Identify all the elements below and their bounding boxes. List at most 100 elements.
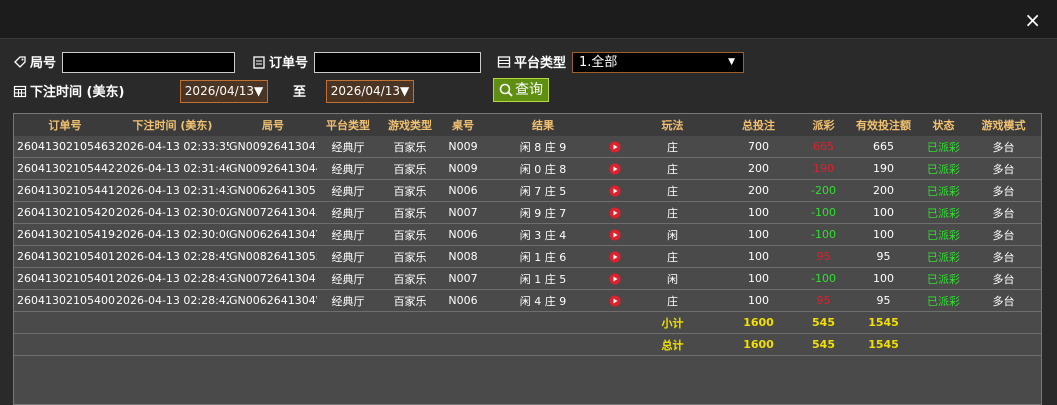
table-cell: 200 [716,157,801,180]
column-header: 桌号 [441,114,485,136]
video-cell [601,267,629,290]
table-cell: 多台 [966,289,1041,312]
table-cell: N009 [441,157,485,180]
summary-valid-bet: 1545 [846,333,921,356]
empty-cell [379,311,441,334]
table-cell: 已派彩 [921,223,966,246]
summary-payout: 545 [801,311,846,334]
table-cell: 200 [716,179,801,202]
platform-select[interactable]: 1.全部 ▼ [572,52,744,73]
table-cell: 多台 [966,267,1041,290]
select-value: 1.全部 [579,55,618,70]
empty-cell [966,333,1041,356]
video-icon[interactable] [609,295,621,307]
round-input[interactable] [62,52,235,73]
order-input[interactable] [314,52,481,73]
table-cell: 闲 1 庄 6 [485,245,601,268]
table-cell: 百家乐 [379,201,441,224]
table-cell: GN0062641304Y [229,223,317,246]
empty-cell [116,311,229,334]
video-icon[interactable] [609,163,621,175]
dropdown-arrow: ▼ [399,84,410,98]
table-cell: 已派彩 [921,157,966,180]
video-cell [601,179,629,202]
table-cell: N006 [441,289,485,312]
platform-label: 平台类型 [497,52,566,71]
table-cell: 多台 [966,245,1041,268]
table-cell: 经典厅 [317,289,379,312]
table-cell: 190 [801,157,846,180]
empty-cell [229,311,317,334]
table-cell: 100 [716,289,801,312]
table-cell: N006 [441,179,485,202]
table-cell: 100 [716,223,801,246]
summary-label: 总计 [629,333,716,356]
table-row: 260413021054007 2026-04-13 02:28:42 GN0062… [14,289,1041,312]
table-cell: 260413021054419 [14,179,116,202]
video-cell [601,289,629,312]
label-text: 下注时间 (美东) [30,85,125,100]
summary-valid-bet: 1545 [846,311,921,334]
table-cell: 百家乐 [379,136,441,158]
table-cell: 闲 1 庄 5 [485,267,601,290]
video-icon[interactable] [609,141,621,153]
table-cell: 665 [801,136,846,158]
empty-cell [317,311,379,334]
table-cell: 庄 [629,289,716,312]
column-header: 局号 [229,114,317,136]
table-cell: 多台 [966,179,1041,202]
table-cell: GN00926413044 [229,157,317,180]
table-cell: 260413021054011 [14,267,116,290]
table-cell: 200 [846,179,921,202]
table-cell: 2026-04-13 02:30:02 [116,201,229,224]
button-text: 查询 [515,82,543,98]
table-cell: 95 [801,289,846,312]
column-header: 状态 [921,114,966,136]
label-text: 平台类型 [514,56,567,71]
table-row: 260413021054638 2026-04-13 02:33:35 GN0092… [14,136,1041,158]
summary-row: 小计 1600 545 1545 [14,311,1041,334]
table-cell: 百家乐 [379,245,441,268]
order-label: 订单号 [252,52,308,71]
video-icon[interactable] [609,207,621,219]
table-cell: 已派彩 [921,201,966,224]
column-header: 派彩 [801,114,846,136]
header-row: 订单号 下注时间 (美东) 局号 平台类型 游戏类型 桌号 结果 玩法 总投注 派彩 有效投注额 状态… [14,114,1041,136]
table-cell: 700 [716,136,801,158]
time-label: 下注时间 (美东) [13,81,124,100]
empty-cell [485,333,601,356]
table-cell: 2026-04-13 02:31:43 [116,179,229,202]
video-icon[interactable] [609,185,621,197]
date-to[interactable]: 2026/04/13▼ [326,80,414,103]
date-text: 2026/04/13 [184,84,254,98]
table-cell: 经典厅 [317,157,379,180]
table-cell: 经典厅 [317,201,379,224]
video-icon[interactable] [609,229,621,241]
video-icon[interactable] [609,273,621,285]
table-cell: 260413021054194 [14,223,116,246]
table-cell: 多台 [966,157,1041,180]
table-cell: 百家乐 [379,223,441,246]
search-button[interactable]: 查询 [493,78,549,102]
bet-table: 订单号 下注时间 (美东) 局号 平台类型 游戏类型 桌号 结果 玩法 总投注 派彩 有效投注额 状态… [14,114,1041,356]
summary-total-bet: 1600 [716,311,801,334]
table-cell: 已派彩 [921,267,966,290]
summary-label: 小计 [629,311,716,334]
empty-cell [966,311,1041,334]
table-cell: N008 [441,245,485,268]
table-cell: 闲 [629,223,716,246]
close-button[interactable]: × [1024,8,1041,32]
date-from[interactable]: 2026/04/13▼ [180,80,268,103]
video-cell [601,157,629,180]
table-cell: -100 [801,223,846,246]
column-header: 结果 [485,114,601,136]
table-cell: 闲 4 庄 9 [485,289,601,312]
video-icon[interactable] [609,251,621,263]
empty-cell [921,311,966,334]
date-text: 2026/04/13 [330,84,400,98]
video-cell [601,245,629,268]
label-text: 订单号 [269,56,309,71]
table-cell: 闲 3 庄 4 [485,223,601,246]
table-cell: 100 [716,245,801,268]
